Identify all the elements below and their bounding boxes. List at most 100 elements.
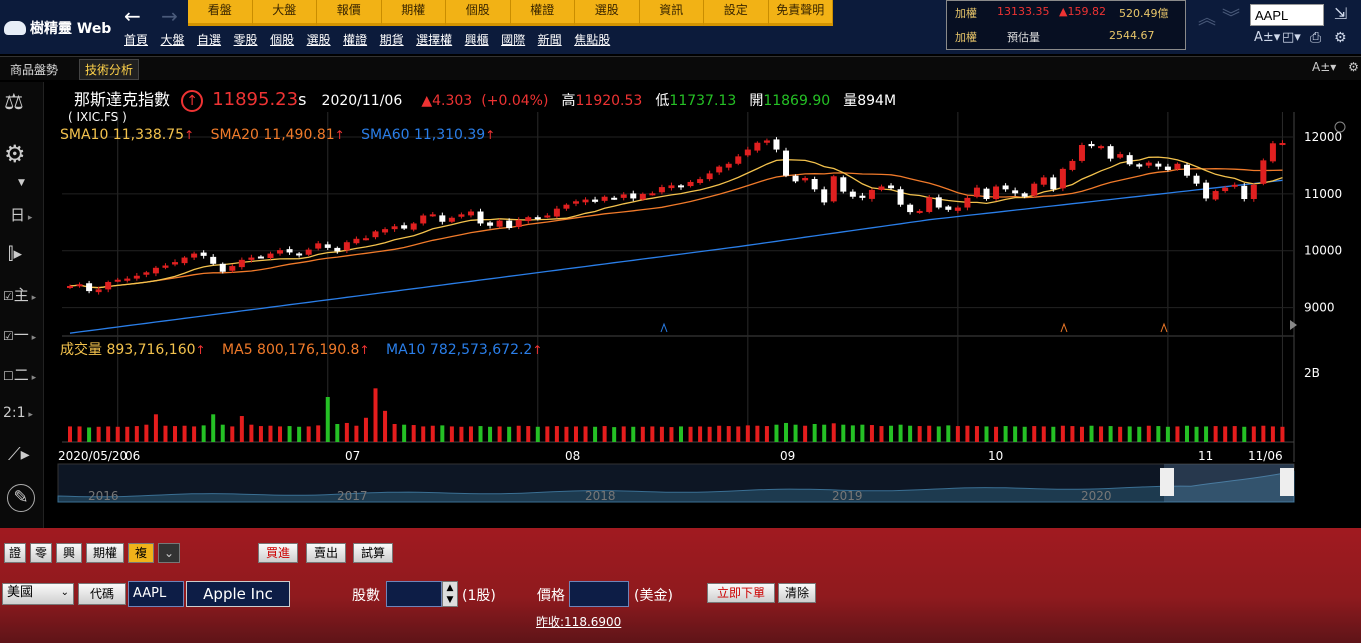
gear-icon[interactable]: ⚙ <box>1334 30 1347 46</box>
up-arrow-icon: ↑ <box>359 343 370 357</box>
nav-link[interactable]: 個股 <box>270 33 295 47</box>
top-menu: 看盤 大盤 報價 期權 個股 權證 選股 資訊 設定 免責聲明 <box>188 0 833 26</box>
top-menu-item[interactable]: 權證 <box>510 0 575 26</box>
pencil-icon[interactable]: ✎ <box>7 484 35 512</box>
candle-body <box>133 275 140 279</box>
nav-link[interactable]: 大盤 <box>160 33 185 47</box>
candlestick-icon[interactable]: ⫿▸ <box>8 244 22 264</box>
sma20-legend: SMA20 11,490.81 <box>210 127 335 143</box>
nav-link[interactable]: 選擇權 <box>416 33 453 47</box>
main-indicator-toggle[interactable]: ☑主 ▸ <box>3 286 37 304</box>
sub-indicator-2-toggle[interactable]: ☐二 ▸ <box>3 366 37 384</box>
tab-stock[interactable]: 證 <box>4 543 26 563</box>
top-menu-item[interactable]: 資訊 <box>639 0 704 26</box>
candle-body <box>1231 184 1238 187</box>
candle-body <box>191 253 198 258</box>
volume-bar <box>784 422 789 442</box>
stock-name: 那斯達克指數 <box>74 90 171 109</box>
volume-bar <box>68 426 72 442</box>
exit-icon[interactable]: ⇲ <box>1334 4 1348 23</box>
period-day-selector[interactable]: 日 ▸ <box>10 206 33 224</box>
trial-calc-button[interactable]: 試算 <box>353 543 393 563</box>
back-arrow-icon[interactable]: ← <box>124 4 141 28</box>
app-title: 樹精靈 Web <box>30 21 112 37</box>
sub-indicator-1-toggle[interactable]: ☑一 ▸ <box>3 326 37 344</box>
top-menu-item[interactable]: 設定 <box>704 0 769 26</box>
candle-body <box>105 282 112 290</box>
top-menu-item[interactable]: 個股 <box>446 0 511 26</box>
symbol-search-input[interactable] <box>1250 4 1324 26</box>
nav-link[interactable]: 新聞 <box>537 33 562 47</box>
candle-body <box>792 175 799 182</box>
arrow-up-icon[interactable]: ︽ <box>1198 8 1216 29</box>
quote-name: 加權 <box>955 7 977 20</box>
nav-link[interactable]: 自選 <box>197 33 222 47</box>
clear-button[interactable]: 清除 <box>778 583 816 603</box>
chart-tools: A±▾ ⚙ <box>1312 60 1359 74</box>
app-logo[interactable]: 樹精靈 Web <box>4 18 111 38</box>
tab-complex[interactable]: 複 <box>128 543 154 563</box>
x-tick-label: 11 <box>1198 449 1213 463</box>
top-menu-item[interactable]: 大盤 <box>252 0 317 26</box>
price-unit: (美金) <box>634 588 673 604</box>
sell-button[interactable]: 賣出 <box>306 543 346 563</box>
volume-bar <box>459 426 464 442</box>
nav-link[interactable]: 選股 <box>306 33 331 47</box>
price-input[interactable] <box>569 581 629 607</box>
candle-body <box>343 242 350 251</box>
volume-bar <box>421 426 426 442</box>
tab-market[interactable]: 商品盤勢 <box>10 63 59 77</box>
shares-input[interactable] <box>386 581 442 607</box>
x-tick-label: 06 <box>125 449 140 463</box>
forward-arrow-icon[interactable]: → <box>161 4 178 28</box>
buy-button[interactable]: 買進 <box>258 543 298 563</box>
tab-futures-options[interactable]: 期權 <box>86 543 124 563</box>
volume-bar <box>831 423 836 442</box>
candle-body <box>286 249 293 253</box>
nav-link[interactable]: 權證 <box>343 33 368 47</box>
font-size-icon[interactable]: A±▾ <box>1254 30 1281 45</box>
nav-link[interactable]: 零股 <box>233 33 258 47</box>
cloud-logo-icon <box>4 21 26 35</box>
nav-link[interactable]: 首頁 <box>124 33 149 47</box>
nav-link[interactable]: 國際 <box>501 33 526 47</box>
top-menu-item[interactable]: 選股 <box>575 0 640 26</box>
tab-odd-lot[interactable]: 零 <box>30 543 52 563</box>
volume-bar <box>717 425 722 442</box>
code-input[interactable]: AAPL <box>128 581 184 607</box>
scale-icon[interactable]: ⚖ <box>4 90 24 115</box>
quantity-stepper[interactable]: ▲ ▼ <box>442 581 458 607</box>
candle-body <box>305 249 312 255</box>
up-arrow-icon: ↑ <box>334 128 345 142</box>
arrow-down-icon[interactable]: ︾ <box>1222 8 1240 29</box>
top-menu-item[interactable]: 期權 <box>381 0 446 26</box>
code-button[interactable]: 代碼 <box>78 583 126 605</box>
gear-icon[interactable]: ⚙ <box>1348 60 1359 74</box>
window-icon[interactable]: ◰▾ <box>1282 30 1301 45</box>
market-select[interactable]: 美國 ⌄ <box>2 583 74 605</box>
nav-link[interactable]: 期貨 <box>379 33 404 47</box>
submit-order-button[interactable]: 立即下單 <box>707 583 775 603</box>
tab-emerging[interactable]: 興 <box>56 543 82 563</box>
top-menu-item[interactable]: 免責聲明 <box>768 0 833 26</box>
chevron-down-icon[interactable]: ⌄ <box>158 543 180 563</box>
quote-name: 加權 <box>955 31 977 44</box>
print-icon[interactable]: ⎙ <box>1310 30 1322 46</box>
volume-bar <box>1041 426 1046 442</box>
nav-link[interactable]: 焦點股 <box>574 33 611 47</box>
volume-bar <box>1013 426 1018 442</box>
font-size-icon[interactable]: A±▾ <box>1312 60 1337 74</box>
top-menu-item[interactable]: 看盤 <box>188 0 253 26</box>
candle-body <box>658 187 665 193</box>
candle-body <box>572 201 579 204</box>
signal-marker <box>660 322 668 333</box>
top-menu-item[interactable]: 報價 <box>317 0 382 26</box>
line-chart-icon[interactable]: ⟋▸ <box>8 444 30 465</box>
candle-body <box>859 195 866 198</box>
ratio-selector[interactable]: 2:1 ▸ <box>3 405 33 421</box>
tab-technical[interactable]: 技術分析 <box>79 59 140 80</box>
gear-icon[interactable]: ⚙ <box>4 140 26 168</box>
caret-down-icon[interactable]: ▼ <box>18 178 25 188</box>
nav-link[interactable]: 興櫃 <box>464 33 489 47</box>
